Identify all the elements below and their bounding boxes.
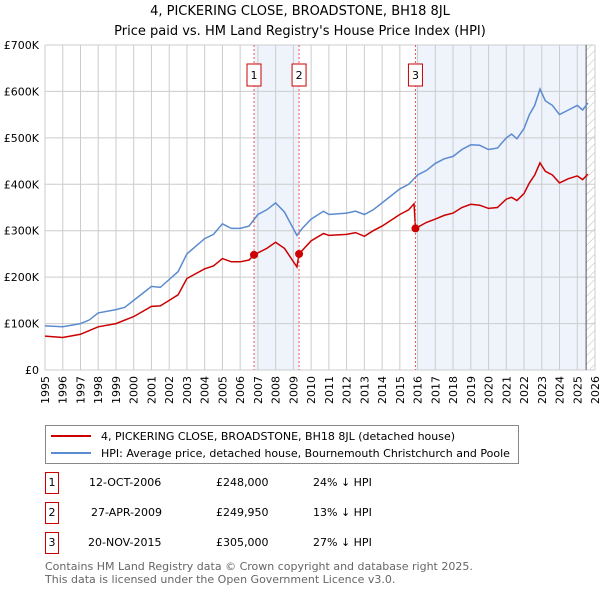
chart-plot: 1995 1996 1997 1998 1999 2000 2001 2002 2003 2004… xyxy=(4,39,600,404)
x-tick-label: 2001 xyxy=(145,376,158,404)
footer-copyright: Contains HM Land Registry data © Crown c… xyxy=(45,560,473,573)
x-tick-label: 2000 xyxy=(128,376,141,404)
legend-swatch-blue xyxy=(51,452,91,454)
x-tick-label: 2015 xyxy=(394,376,407,404)
chart-title: 4, PICKERING CLOSE, BROADSTONE, BH18 8JL xyxy=(150,4,450,19)
x-tick-label: 2014 xyxy=(376,376,389,404)
legend-swatch-red xyxy=(51,435,91,437)
sale-hpi: 24% ↓ HPI xyxy=(313,476,372,489)
sale-date: 20-NOV-2015 xyxy=(88,536,162,549)
sale-row: 2 27-APR-2009 £249,950 13% ↓ HPI xyxy=(45,502,545,524)
x-tick-label: 2017 xyxy=(429,376,442,404)
x-tick-label: 2018 xyxy=(447,376,460,404)
legend: 4, PICKERING CLOSE, BROADSTONE, BH18 8JL… xyxy=(45,425,519,464)
y-tick-label: £600K xyxy=(4,85,40,98)
sale-marker-box xyxy=(291,63,307,87)
y-tick-label: £400K xyxy=(4,178,40,191)
sale-price: £248,000 xyxy=(216,476,269,489)
sale-price: £305,000 xyxy=(216,536,269,549)
y-tick-label: £100K xyxy=(4,318,40,331)
x-tick-label: 2025 xyxy=(571,376,584,404)
x-tick-label: 2005 xyxy=(216,376,229,404)
x-tick-label: 2007 xyxy=(252,376,265,404)
x-tick-label: 2020 xyxy=(483,376,496,404)
y-tick-label: £0 xyxy=(25,364,39,377)
shaded-period xyxy=(254,45,300,370)
sale-date: 12-OCT-2006 xyxy=(89,476,162,489)
sale-hpi: 13% ↓ HPI xyxy=(313,506,372,519)
sale-price: £249,950 xyxy=(216,506,269,519)
x-tick-label: 2011 xyxy=(323,376,336,404)
sale-marker-box xyxy=(407,63,423,87)
y-tick-label: £500K xyxy=(4,132,40,145)
sale-marker-label: 3 xyxy=(412,69,419,82)
chart-subtitle: Price paid vs. HM Land Registry's House … xyxy=(114,24,486,39)
x-tick-label: 2026 xyxy=(589,376,600,404)
sale-row: 3 20-NOV-2015 £305,000 27% ↓ HPI xyxy=(45,532,545,554)
x-tick-label: 2019 xyxy=(465,376,478,404)
sale-marker-label: 1 xyxy=(251,69,258,82)
series-line-hpi xyxy=(44,87,589,328)
x-tick-label: 2010 xyxy=(305,376,318,404)
x-tick-label: 2003 xyxy=(181,376,194,404)
legend-item-hpi: HPI: Average price, detached house, Bour… xyxy=(51,446,510,460)
legend-label: HPI: Average price, detached house, Bour… xyxy=(101,446,510,460)
x-tick-label: 1996 xyxy=(57,376,70,404)
x-tick-label: 2012 xyxy=(341,376,354,404)
sale-badge: 3 xyxy=(45,532,59,554)
sale-point xyxy=(295,249,304,258)
x-tick-label: 2009 xyxy=(287,376,300,404)
x-tick-label: 1997 xyxy=(74,376,87,404)
y-tick-label: £200K xyxy=(4,271,40,284)
sale-hpi: 27% ↓ HPI xyxy=(313,536,372,549)
x-tick-label: 2021 xyxy=(500,376,513,404)
series-line-property xyxy=(44,161,589,339)
legend-item-property: 4, PICKERING CLOSE, BROADSTONE, BH18 8JL… xyxy=(51,429,510,443)
footer-licence: This data is licensed under the Open Gov… xyxy=(45,573,396,586)
sale-point xyxy=(411,224,420,233)
x-tick-label: 2023 xyxy=(536,376,549,404)
x-tick-label: 1998 xyxy=(92,376,105,404)
x-tick-label: 1999 xyxy=(110,376,123,404)
x-tick-label: 2004 xyxy=(199,376,212,404)
sale-row: 1 12-OCT-2006 £248,000 24% ↓ HPI xyxy=(45,472,545,494)
x-tick-label: 2002 xyxy=(163,376,176,404)
sale-badge: 2 xyxy=(45,502,59,524)
x-tick-label: 2006 xyxy=(234,376,247,404)
x-tick-label: 2022 xyxy=(518,376,531,404)
y-tick-label: £700K xyxy=(4,39,40,52)
x-tick-label: 1995 xyxy=(39,376,52,404)
sale-badge: 1 xyxy=(45,472,59,494)
y-tick-label: £300K xyxy=(4,225,40,238)
sale-date: 27-APR-2009 xyxy=(91,506,163,519)
x-tick-label: 2024 xyxy=(554,376,567,404)
x-tick-label: 2008 xyxy=(270,376,283,404)
sale-marker-box xyxy=(246,63,262,87)
x-tick-label: 2013 xyxy=(358,376,371,404)
shaded-period xyxy=(415,45,587,370)
sale-marker-label: 2 xyxy=(296,69,303,82)
future-hatch xyxy=(586,45,595,370)
x-tick-label: 2016 xyxy=(412,376,425,404)
sale-point xyxy=(250,250,258,259)
legend-label: 4, PICKERING CLOSE, BROADSTONE, BH18 8JL… xyxy=(101,429,456,443)
